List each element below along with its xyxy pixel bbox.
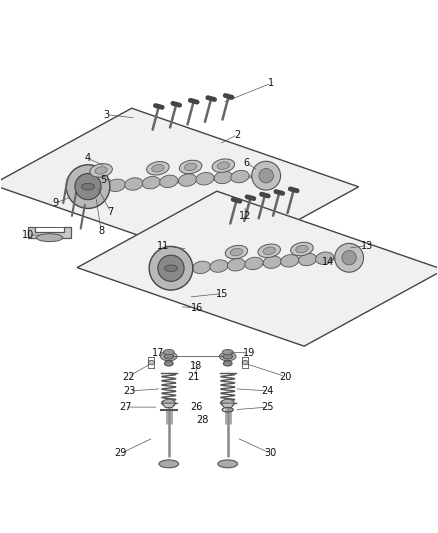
Text: 5: 5 [100,175,106,185]
Ellipse shape [299,253,317,266]
Text: 12: 12 [239,211,251,221]
Text: 17: 17 [152,348,164,358]
Text: 1: 1 [268,78,275,88]
Text: 15: 15 [216,288,229,298]
Ellipse shape [212,159,235,172]
Text: 30: 30 [265,448,277,458]
Ellipse shape [225,245,248,259]
Ellipse shape [180,160,202,174]
Ellipse shape [178,174,197,186]
Text: 28: 28 [196,415,208,425]
Text: 29: 29 [115,448,127,458]
Ellipse shape [163,350,174,354]
Text: 14: 14 [322,257,334,267]
Text: 6: 6 [243,158,249,167]
Ellipse shape [159,460,179,468]
Ellipse shape [107,179,126,191]
Ellipse shape [164,361,173,366]
Ellipse shape [160,352,177,361]
Ellipse shape [36,234,63,241]
Ellipse shape [342,251,357,265]
Text: 8: 8 [98,225,104,236]
Ellipse shape [162,399,175,407]
Ellipse shape [184,163,197,171]
Polygon shape [0,108,359,263]
Ellipse shape [258,244,280,257]
Ellipse shape [252,161,281,190]
Ellipse shape [192,261,211,273]
Text: 3: 3 [103,110,110,119]
Polygon shape [28,227,71,238]
Ellipse shape [66,165,110,208]
Ellipse shape [158,255,184,281]
Text: 13: 13 [361,240,374,251]
Ellipse shape [335,244,364,272]
Ellipse shape [149,246,193,290]
Text: 7: 7 [108,207,114,217]
Text: 22: 22 [122,372,134,382]
Polygon shape [221,403,234,408]
Polygon shape [162,403,175,408]
Ellipse shape [75,174,101,200]
Text: 21: 21 [187,372,200,382]
Text: 26: 26 [190,402,202,412]
Polygon shape [77,191,438,346]
Ellipse shape [296,245,308,253]
Text: 10: 10 [21,230,34,240]
Ellipse shape [164,265,177,271]
Text: 23: 23 [124,386,136,396]
Ellipse shape [125,177,143,190]
Text: 24: 24 [262,386,274,396]
Ellipse shape [281,255,299,267]
Ellipse shape [291,243,313,256]
Ellipse shape [148,360,154,365]
Ellipse shape [245,257,263,270]
Text: 2: 2 [234,130,240,140]
Ellipse shape [196,173,214,185]
Ellipse shape [230,248,243,256]
Ellipse shape [210,260,228,272]
Ellipse shape [218,460,237,468]
Ellipse shape [222,350,233,354]
Ellipse shape [242,360,248,365]
Ellipse shape [223,354,233,359]
Ellipse shape [259,168,273,183]
Ellipse shape [227,259,246,271]
Ellipse shape [223,361,232,366]
Ellipse shape [219,352,236,361]
Ellipse shape [90,164,113,177]
Ellipse shape [214,171,233,184]
Ellipse shape [263,247,276,254]
Ellipse shape [147,161,169,175]
Text: 4: 4 [84,153,90,163]
Ellipse shape [315,252,334,264]
Ellipse shape [152,165,164,172]
Ellipse shape [263,256,281,268]
Text: 18: 18 [190,361,202,371]
Text: 20: 20 [279,372,292,382]
Ellipse shape [221,399,234,407]
Text: 9: 9 [52,198,58,208]
Ellipse shape [95,167,107,174]
Ellipse shape [81,183,95,190]
Text: 27: 27 [119,402,131,412]
Ellipse shape [142,176,160,189]
Ellipse shape [160,175,178,188]
Text: 19: 19 [243,348,255,358]
Text: 16: 16 [191,303,203,313]
Ellipse shape [164,354,173,359]
Ellipse shape [231,171,249,183]
Text: 11: 11 [157,240,169,251]
Ellipse shape [217,162,230,169]
Text: 25: 25 [261,402,274,412]
